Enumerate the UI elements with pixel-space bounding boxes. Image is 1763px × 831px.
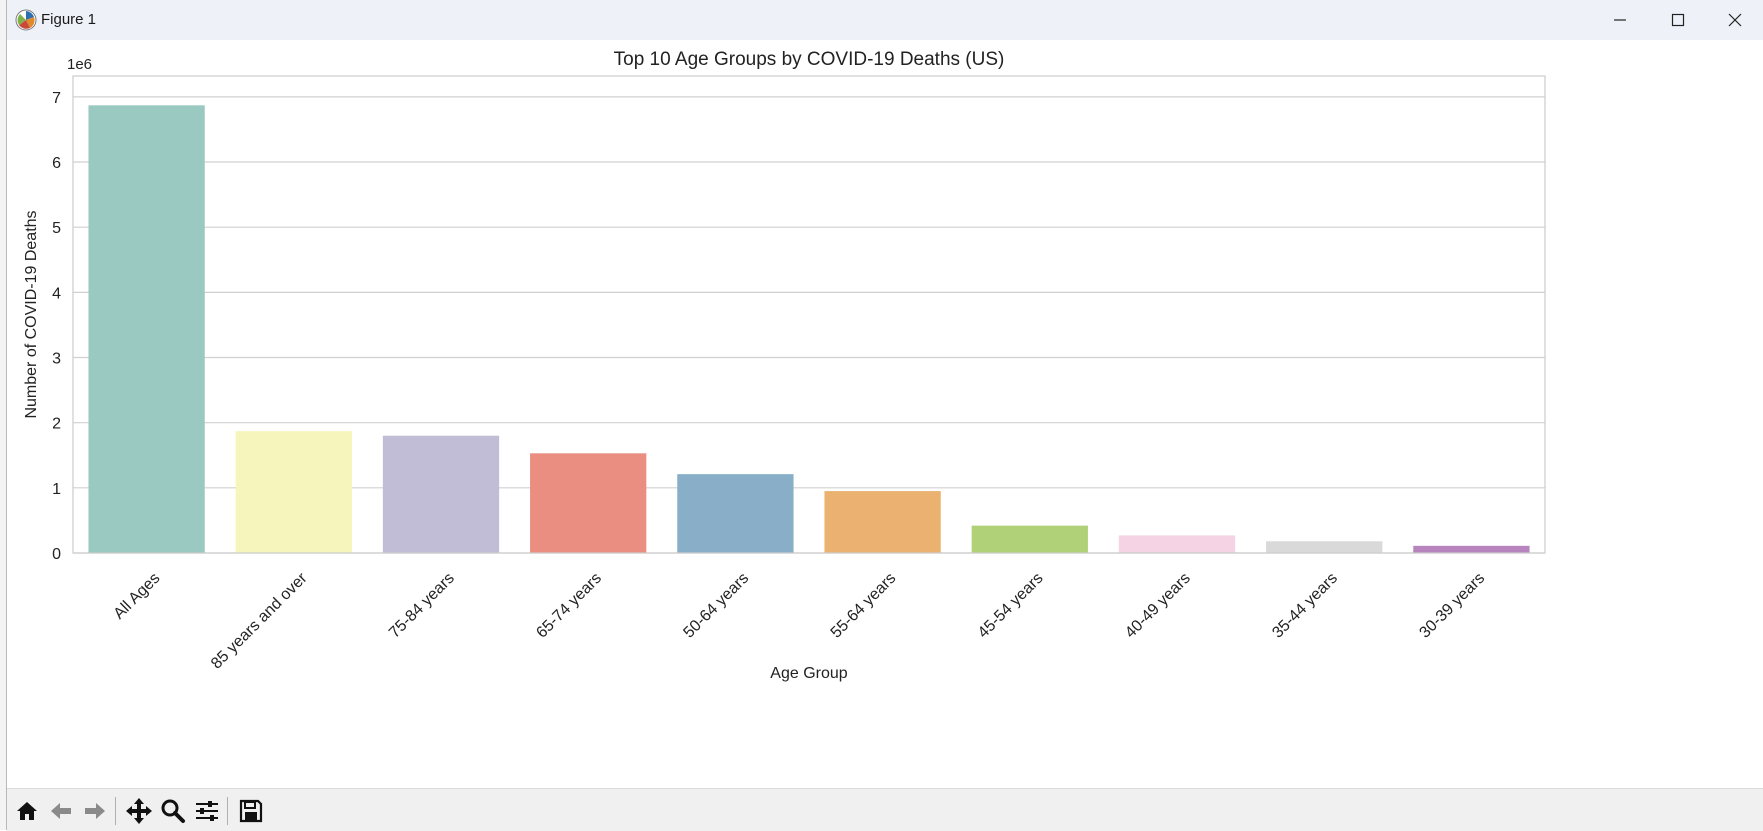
maximize-button[interactable]	[1649, 0, 1707, 40]
home-icon	[17, 802, 37, 820]
navigation-toolbar	[7, 788, 1763, 831]
maximize-icon	[1671, 13, 1685, 27]
forward-button[interactable]	[79, 795, 111, 827]
y-tick-label: 6	[52, 155, 61, 172]
forward-arrow-icon	[85, 803, 105, 819]
x-tick-label: All Ages	[111, 570, 164, 623]
configure-subplots-icon	[196, 801, 218, 821]
home-button[interactable]	[11, 795, 43, 827]
y-tick-label: 3	[52, 351, 61, 368]
minimize-icon	[1614, 19, 1626, 21]
save-floppy-icon	[239, 799, 263, 823]
bar	[88, 105, 205, 554]
zoom-magnifier-icon	[161, 799, 185, 823]
y-tick-label: 4	[52, 285, 61, 302]
x-tick-label: 50-64 years	[680, 570, 752, 642]
axes-frame	[72, 75, 1546, 554]
toolbar-separator	[115, 797, 116, 825]
bar-chart: 0 1 2 3 4 5 6 7 All Ages 85 years and over 75-84 …	[23, 49, 1546, 682]
bar	[677, 474, 794, 553]
y-offset-label: 1e6	[67, 56, 92, 73]
minimize-button[interactable]	[1591, 0, 1649, 40]
bar	[971, 525, 1088, 553]
x-tick-label: 75-84 years	[386, 570, 458, 642]
y-tick-label: 2	[52, 416, 61, 433]
bar	[530, 453, 647, 553]
title-bar: Figure 1	[7, 0, 1763, 40]
bar	[382, 435, 500, 553]
y-axis-label: Number of COVID-19 Deaths	[23, 210, 40, 418]
bar	[1118, 535, 1236, 553]
pan-move-icon	[126, 798, 152, 824]
y-tick-label: 0	[52, 546, 61, 563]
x-axis-label: Age Group	[770, 665, 847, 682]
bar	[235, 431, 352, 553]
back-arrow-icon	[51, 803, 71, 819]
bar	[1413, 545, 1530, 553]
x-tick-label: 30-39 years	[1416, 570, 1488, 642]
matplotlib-logo-icon	[15, 9, 37, 31]
x-tick-label: 35-44 years	[1269, 570, 1341, 642]
plot-canvas[interactable]: 0 1 2 3 4 5 6 7 All Ages 85 years and over 75-84 …	[7, 40, 1763, 788]
x-tick-label: 45-54 years	[975, 570, 1047, 642]
y-tick-label: 1	[52, 481, 61, 498]
toolbar-separator	[227, 797, 228, 825]
close-icon	[1728, 13, 1742, 27]
close-button[interactable]	[1706, 0, 1763, 40]
window-title: Figure 1	[41, 11, 97, 28]
y-tick-label: 5	[52, 220, 61, 237]
pan-button[interactable]	[123, 795, 155, 827]
chart-title: Top 10 Age Groups by COVID-19 Deaths (US…	[614, 49, 1005, 70]
back-button[interactable]	[45, 795, 77, 827]
x-tick-label: 65-74 years	[533, 570, 605, 642]
zoom-button[interactable]	[157, 795, 189, 827]
bar	[824, 491, 941, 553]
x-tick-label: 40-49 years	[1122, 570, 1194, 642]
x-tick-label: 55-64 years	[828, 570, 900, 642]
bar	[1266, 541, 1383, 553]
configure-subplots-button[interactable]	[191, 795, 223, 827]
save-button[interactable]	[235, 795, 267, 827]
y-tick-label: 7	[52, 90, 61, 107]
x-tick-label: 85 years and over	[208, 569, 311, 672]
